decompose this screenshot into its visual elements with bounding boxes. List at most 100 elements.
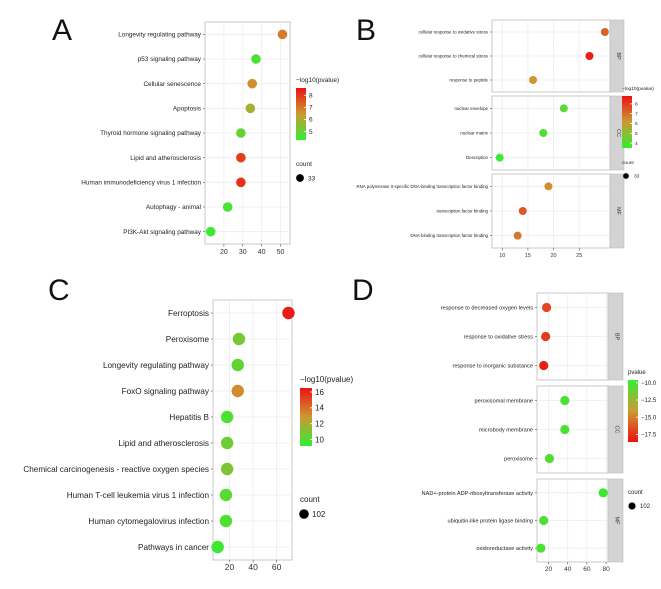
panel-c-category-label: Human cytomegalovirus infection	[88, 517, 209, 526]
panel-b-colorbar-label: 6	[635, 121, 638, 127]
panel-d-colorbar-label: −10.0	[641, 381, 657, 387]
panel-d-category-label: response to decreased oxygen levels	[441, 305, 534, 311]
panel-d-xtick-label: 20	[545, 566, 553, 573]
panel-a-data-point	[245, 103, 256, 114]
panel-c-data-point	[231, 358, 244, 372]
panel-b-xtick-label: 15	[525, 253, 531, 259]
panel-a-data-point	[277, 29, 288, 40]
panel-d-facet-strip	[607, 292, 624, 381]
panel-d-category-label: peroxisome	[504, 456, 533, 462]
panel-c-data-point	[282, 306, 295, 320]
panel-b-category-label: Description	[466, 155, 489, 160]
panel-c-category-label: Peroxisome	[166, 335, 210, 344]
panel-d-facet-label: MF	[614, 517, 620, 526]
panel-a-data-point	[251, 54, 261, 64]
panel-a-size-legend-dot	[296, 174, 304, 182]
panel-a-colorbar-label: 8	[309, 93, 313, 100]
panel-b-data-point	[559, 104, 568, 113]
panel-b-facet-label: MF	[615, 207, 621, 216]
panel-b-xtick-label: 20	[551, 253, 557, 259]
panel-a-xtick-label: 30	[239, 249, 247, 256]
panel-b-data-point	[544, 182, 553, 191]
panel-b-colorbar-label: 8	[635, 102, 638, 108]
panel-b-plot: cellular response to oxidative stress cel…	[356, 19, 654, 259]
panel-a-category-label: Longevity regulating pathway	[118, 32, 202, 39]
panel-c-xtick-label: 40	[248, 562, 258, 572]
panel-b-colorbar-label: 5	[635, 131, 638, 137]
panel-d-size-legend-dot	[628, 502, 636, 510]
panel-c-colorbar-label: 16	[315, 388, 324, 397]
panel-d-colorbar-label: −12.5	[641, 398, 657, 404]
panel-c-legend-title: −log10(pvalue)	[300, 375, 353, 384]
panel-c-category-label: Human T-cell leukemia virus 1 infection	[67, 491, 210, 500]
panel-c-category-label: Pathways in cancer	[138, 543, 209, 552]
panel-b-category-label: nuclear envelope	[455, 106, 489, 111]
panel-d-category-label: NAD+-protein ADP-ribosyltransferase acti…	[422, 491, 534, 497]
panel-b-data-point	[585, 52, 594, 60]
panel-b-facet-strip	[609, 19, 625, 93]
panel-a-data-point	[236, 152, 246, 163]
panel-a-colorbar-label: 7	[309, 105, 313, 112]
panel-c-data-point	[220, 462, 234, 476]
panel-b-category-label: DNA-binding transcription factor binding	[410, 233, 488, 238]
panel-b-data-point	[529, 76, 538, 84]
panel-d-data-point	[541, 302, 552, 313]
panel-a-data-point	[247, 78, 258, 89]
panel-c-xtick-label: 20	[225, 562, 235, 572]
panel-c-category-label: Chemical carcinogenesis - reactive oxyge…	[23, 465, 209, 474]
panel-d-xtick-label: 60	[583, 566, 591, 573]
panel-d-data-point	[560, 424, 570, 435]
panel-a-data-point	[222, 202, 233, 212]
panel-a-category-label: Human immunodeficiency virus 1 infection	[81, 180, 201, 187]
panel-c-xtick-label: 60	[272, 562, 282, 572]
panel-b-category-label: response to peptide	[449, 78, 488, 83]
panel-c-data-point	[219, 514, 233, 528]
panel-a-plot: Longevity regulating pathway p53 signalin…	[81, 21, 339, 256]
panel-b-xtick-label: 25	[576, 253, 582, 259]
panel-a-data-point	[205, 226, 216, 237]
panel-d-size-legend-label: 102	[640, 504, 651, 510]
panel-b-colorbar-label: 7	[635, 111, 638, 117]
panel-a-colorbar	[296, 88, 306, 140]
panel-c-colorbar-label: 14	[315, 404, 324, 413]
panel-b-label: B	[356, 14, 376, 47]
panel-c-category-label: FoxO signaling pathway	[122, 387, 210, 396]
panel-a-colorbar-label: 6	[309, 117, 313, 124]
panel-c-size-legend-title: count	[300, 495, 320, 504]
panel-d-facet-strip	[607, 385, 624, 474]
panel-d-category-label: peroxisomal membrane	[475, 398, 533, 404]
panel-c-data-point	[211, 540, 224, 554]
panel-d-category-label: oxidoreductase activity	[476, 546, 533, 552]
panel-d-data-point	[598, 488, 608, 498]
panel-c-data-point	[231, 384, 244, 398]
panel-b-size-legend-dot	[623, 173, 629, 179]
panel-b-legend-title: −log10(pvalue)	[622, 86, 654, 92]
panel-b-category-label: RNA polymerase II-specific DNA-binding t…	[356, 184, 488, 189]
panel-b-data-point	[495, 153, 504, 162]
panel-d-legend-title: pvalue	[628, 370, 646, 376]
panel-a-xtick-label: 20	[220, 249, 228, 256]
panel-c-category-label: Longevity regulating pathway	[103, 361, 210, 370]
panel-b-facet-strip	[609, 173, 625, 249]
panel-a-data-point	[236, 128, 246, 138]
panel-d-plot: response to decreased oxygen levels respo…	[422, 292, 657, 573]
panel-b-size-legend-title: count	[622, 160, 634, 166]
panel-c-label: C	[48, 274, 70, 307]
panel-b-category-label: transcription factor binding	[437, 209, 489, 214]
panel-d-label: D	[352, 274, 374, 307]
panel-a-size-legend-title: count	[296, 161, 312, 168]
panel-d-category-label: response to inorganic substance	[452, 363, 533, 369]
panel-d-category-label: response to oxidative stress	[464, 334, 534, 340]
panel-c-category-label: Hepatitis B	[169, 413, 209, 422]
panel-b-colorbar-label: 4	[635, 141, 638, 147]
panel-d-category-label: microbody membrane	[479, 427, 533, 433]
panel-d-data-point	[560, 395, 570, 406]
panel-a-colorbar-label: 5	[309, 129, 313, 136]
panel-a-category-label: PI3K-Akt signaling pathway	[123, 229, 202, 236]
panel-d-data-point	[536, 543, 546, 553]
panel-a-label: A	[52, 14, 72, 47]
panel-a-xtick-label: 50	[277, 249, 285, 256]
panel-b-category-label: nuclear matrix	[460, 131, 488, 136]
panel-a-size-legend-label: 33	[308, 175, 316, 182]
